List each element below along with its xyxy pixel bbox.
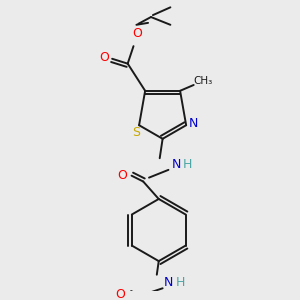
Text: H: H — [176, 276, 185, 289]
Text: O: O — [115, 288, 125, 300]
Text: O: O — [117, 169, 127, 182]
Text: CH₃: CH₃ — [194, 76, 213, 86]
Text: N: N — [189, 117, 199, 130]
Text: H: H — [183, 158, 193, 170]
Text: S: S — [132, 127, 140, 140]
Text: N: N — [164, 276, 173, 289]
Text: N: N — [172, 158, 181, 170]
Text: O: O — [99, 51, 109, 64]
Text: O: O — [132, 27, 142, 40]
